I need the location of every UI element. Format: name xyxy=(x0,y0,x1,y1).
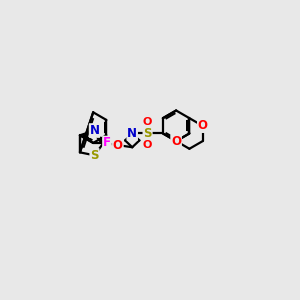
Text: S: S xyxy=(143,127,152,140)
Text: N: N xyxy=(89,124,100,137)
Text: O: O xyxy=(143,140,152,150)
Text: O: O xyxy=(113,139,123,152)
Text: O: O xyxy=(143,116,152,127)
Text: S: S xyxy=(143,127,152,140)
Text: F: F xyxy=(103,136,111,149)
Text: O: O xyxy=(198,119,208,132)
Text: S: S xyxy=(90,149,99,162)
Text: N: N xyxy=(89,124,100,137)
Text: O: O xyxy=(171,135,181,148)
Text: F: F xyxy=(103,136,111,149)
Text: N: N xyxy=(127,127,137,140)
Text: O: O xyxy=(171,135,181,148)
Text: O: O xyxy=(143,140,152,150)
Text: O: O xyxy=(143,116,152,127)
Text: O: O xyxy=(113,139,123,152)
Text: O: O xyxy=(198,119,208,132)
Text: N: N xyxy=(127,127,137,140)
Text: S: S xyxy=(90,149,99,162)
